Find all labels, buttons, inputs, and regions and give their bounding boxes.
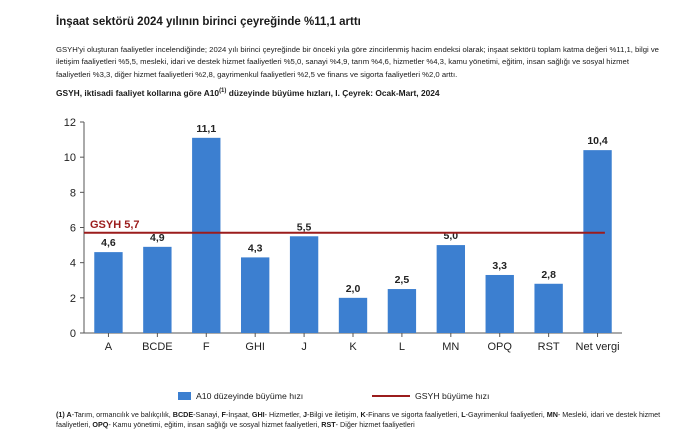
legend-item-line: GSYH büyüme hızı xyxy=(372,391,489,401)
x-tick-label: J xyxy=(301,341,307,353)
x-tick-label: MN xyxy=(442,341,459,353)
legend-item-bars: A10 düzeyinde büyüme hızı xyxy=(178,391,303,401)
footnote-code: OPQ xyxy=(92,420,109,430)
x-tick-label: A xyxy=(105,341,113,353)
x-tick-label: OPQ xyxy=(488,341,513,353)
bar xyxy=(338,297,368,333)
footnote-code: MN xyxy=(546,410,558,419)
y-tick-label: 6 xyxy=(70,223,76,235)
gsyh-reference-label: GSYH 5,7 xyxy=(90,219,140,231)
footnote-code: K xyxy=(360,410,366,419)
x-tick-label: BCDE xyxy=(142,341,173,353)
footnote-code: (1) A xyxy=(56,410,72,419)
bar-value-label: 2,0 xyxy=(346,283,361,295)
x-tick-label: Net vergi xyxy=(576,341,620,353)
y-tick-label: 8 xyxy=(70,187,76,199)
y-tick-label: 12 xyxy=(64,117,76,129)
bar-value-label: 2,8 xyxy=(541,269,556,281)
chart-title-rest: düzeyinde büyüme hızları, I. Çeyrek: Oca… xyxy=(226,88,440,98)
footnote-text: -Finans ve sigorta faaliyetleri, xyxy=(365,410,462,419)
bar xyxy=(192,137,221,333)
legend-line-label: GSYH büyüme hızı xyxy=(415,391,490,401)
bar-value-label: 4,9 xyxy=(150,232,165,244)
footnote-text: -Sanayi, xyxy=(193,410,222,419)
footnote-code: F xyxy=(221,410,226,419)
y-tick-label: 4 xyxy=(70,258,76,270)
footnote-code: L xyxy=(461,410,466,419)
bar-value-label: 4,3 xyxy=(248,242,263,254)
footnote-code: RST xyxy=(321,420,336,430)
page-title: İnşaat sektörü 2024 yılının birinci çeyr… xyxy=(56,16,361,28)
legend-bar-label: A10 düzeyinde büyüme hızı xyxy=(196,391,304,401)
bar-value-label: 3,3 xyxy=(492,260,507,272)
footnote-text: -Gayrimenkul faaliyetleri, xyxy=(465,410,547,419)
x-tick-label: K xyxy=(349,341,357,353)
footnote: (1) A-Tarım, ormancılık ve balıkçılık, B… xyxy=(56,410,676,431)
legend-line-swatch xyxy=(372,395,410,397)
bar xyxy=(387,289,417,333)
footnote-code: BCDE xyxy=(172,410,194,419)
footnote-text: - Diğer hizmet faaliyetleri xyxy=(335,420,415,430)
footnote-text: - Kamu yönetimi, eğitim, insan sağlığı v… xyxy=(108,420,322,430)
footnote-text: - Hizmetler, xyxy=(264,410,303,419)
bar-value-label: 2,5 xyxy=(395,274,410,286)
bar-value-label: 4,6 xyxy=(101,237,116,249)
legend-bar-swatch xyxy=(178,392,191,400)
bar-value-label: 11,1 xyxy=(196,123,216,135)
summary-paragraph: GSYH'yi oluşturan faaliyetler incelendiğ… xyxy=(56,45,659,79)
x-tick-label: RST xyxy=(538,341,560,353)
bar xyxy=(240,257,270,333)
bar-value-label: 5,5 xyxy=(297,221,312,233)
bar-value-label: 10,4 xyxy=(587,135,608,147)
chart-title: GSYH, iktisadi faaliyet kollarına göre A… xyxy=(56,88,440,98)
y-tick-label: 10 xyxy=(64,152,76,164)
chart-title-footnote-ref: (1) xyxy=(219,88,227,95)
bar xyxy=(485,274,514,333)
footnote-text: -Tarım, ormancılık ve balıkçılık, xyxy=(71,410,173,419)
x-tick-label: F xyxy=(203,341,210,353)
y-tick-label: 2 xyxy=(70,293,76,305)
bar xyxy=(436,245,466,333)
footnote-text: -Bilgi ve iletişim, xyxy=(307,410,361,419)
footnote-text: -İnşaat, xyxy=(225,410,252,419)
footnote-text: - Mesleki, idari ve destek hizmet faaliy… xyxy=(56,410,661,430)
bar xyxy=(94,252,123,333)
y-tick-label: 0 xyxy=(70,328,76,340)
x-tick-label: GHI xyxy=(245,341,265,353)
bar xyxy=(583,150,612,333)
bar xyxy=(289,236,319,333)
bar-chart: 0 2 4 6 8 10 12 4,6 A 4,9 BCDE 11,1 F 4,3 GHI 5,5 J 2,0 K 2… xyxy=(64,117,622,353)
bar xyxy=(143,246,172,333)
bar xyxy=(534,283,563,333)
footnote-code: J xyxy=(303,410,307,419)
x-tick-label: L xyxy=(399,341,405,353)
footnote-code: GHI xyxy=(251,410,265,419)
chart-title-main: GSYH, iktisadi faaliyet kollarına göre A… xyxy=(56,88,220,98)
